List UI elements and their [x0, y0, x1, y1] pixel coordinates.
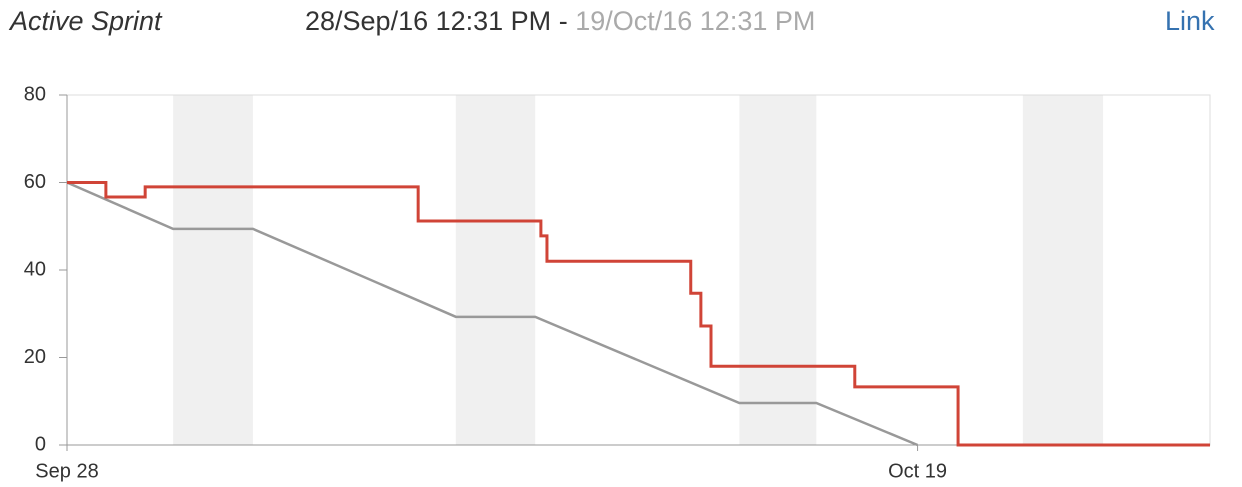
sprint-dates: 28/Sep/16 12:31 PM - 19/Oct/16 12:31 PM: [305, 6, 815, 37]
y-tick-label: 20: [24, 346, 46, 368]
y-tick-label: 0: [35, 433, 46, 455]
y-tick-label: 60: [24, 171, 46, 193]
end-date: 19/Oct/16 12:31 PM: [575, 6, 816, 36]
separator: -: [558, 6, 568, 36]
link[interactable]: Link: [1165, 6, 1215, 36]
series-line: [66, 181, 919, 447]
y-tick-label: 40: [24, 258, 46, 280]
x-tick-label: Sep 28: [35, 460, 98, 482]
non-working-band: [739, 95, 817, 445]
non-working-band: [173, 95, 253, 445]
series-line: [67, 181, 1210, 447]
start-date: 28/Sep/16 12:31 PM: [305, 6, 552, 36]
sprint-title: Active Sprint: [10, 6, 162, 36]
non-working-band: [455, 95, 536, 445]
x-tick-label: Oct 19: [888, 460, 947, 482]
y-tick-label: 80: [24, 83, 46, 105]
non-working-band: [1022, 95, 1104, 445]
